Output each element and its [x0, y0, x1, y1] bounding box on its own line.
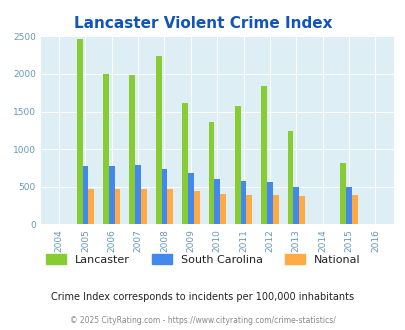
Text: Lancaster Violent Crime Index: Lancaster Violent Crime Index — [74, 16, 331, 31]
Bar — [161, 170, 167, 224]
Bar — [135, 165, 141, 224]
Bar — [109, 166, 114, 224]
Bar — [234, 106, 240, 224]
Text: Crime Index corresponds to incidents per 100,000 inhabitants: Crime Index corresponds to incidents per… — [51, 292, 354, 302]
Bar — [220, 194, 225, 224]
Bar — [298, 196, 304, 224]
Bar — [246, 195, 252, 224]
Bar — [167, 189, 173, 224]
Bar — [88, 189, 94, 224]
Legend: Lancaster, South Carolina, National: Lancaster, South Carolina, National — [46, 254, 359, 265]
Bar — [182, 103, 188, 224]
Bar — [156, 56, 161, 224]
Bar — [351, 195, 357, 224]
Bar — [77, 39, 82, 224]
Bar — [272, 195, 278, 224]
Bar — [114, 189, 120, 224]
Bar — [293, 187, 298, 224]
Bar — [266, 182, 272, 224]
Bar — [339, 163, 345, 224]
Bar — [208, 122, 214, 224]
Bar — [260, 86, 266, 224]
Bar — [82, 166, 88, 224]
Bar — [129, 75, 135, 224]
Bar — [287, 131, 293, 224]
Bar — [193, 190, 199, 224]
Bar — [240, 181, 246, 224]
Bar — [345, 187, 351, 224]
Bar — [103, 74, 109, 224]
Bar — [141, 189, 147, 224]
Text: © 2025 CityRating.com - https://www.cityrating.com/crime-statistics/: © 2025 CityRating.com - https://www.city… — [70, 315, 335, 325]
Bar — [214, 179, 220, 224]
Bar — [188, 173, 193, 224]
